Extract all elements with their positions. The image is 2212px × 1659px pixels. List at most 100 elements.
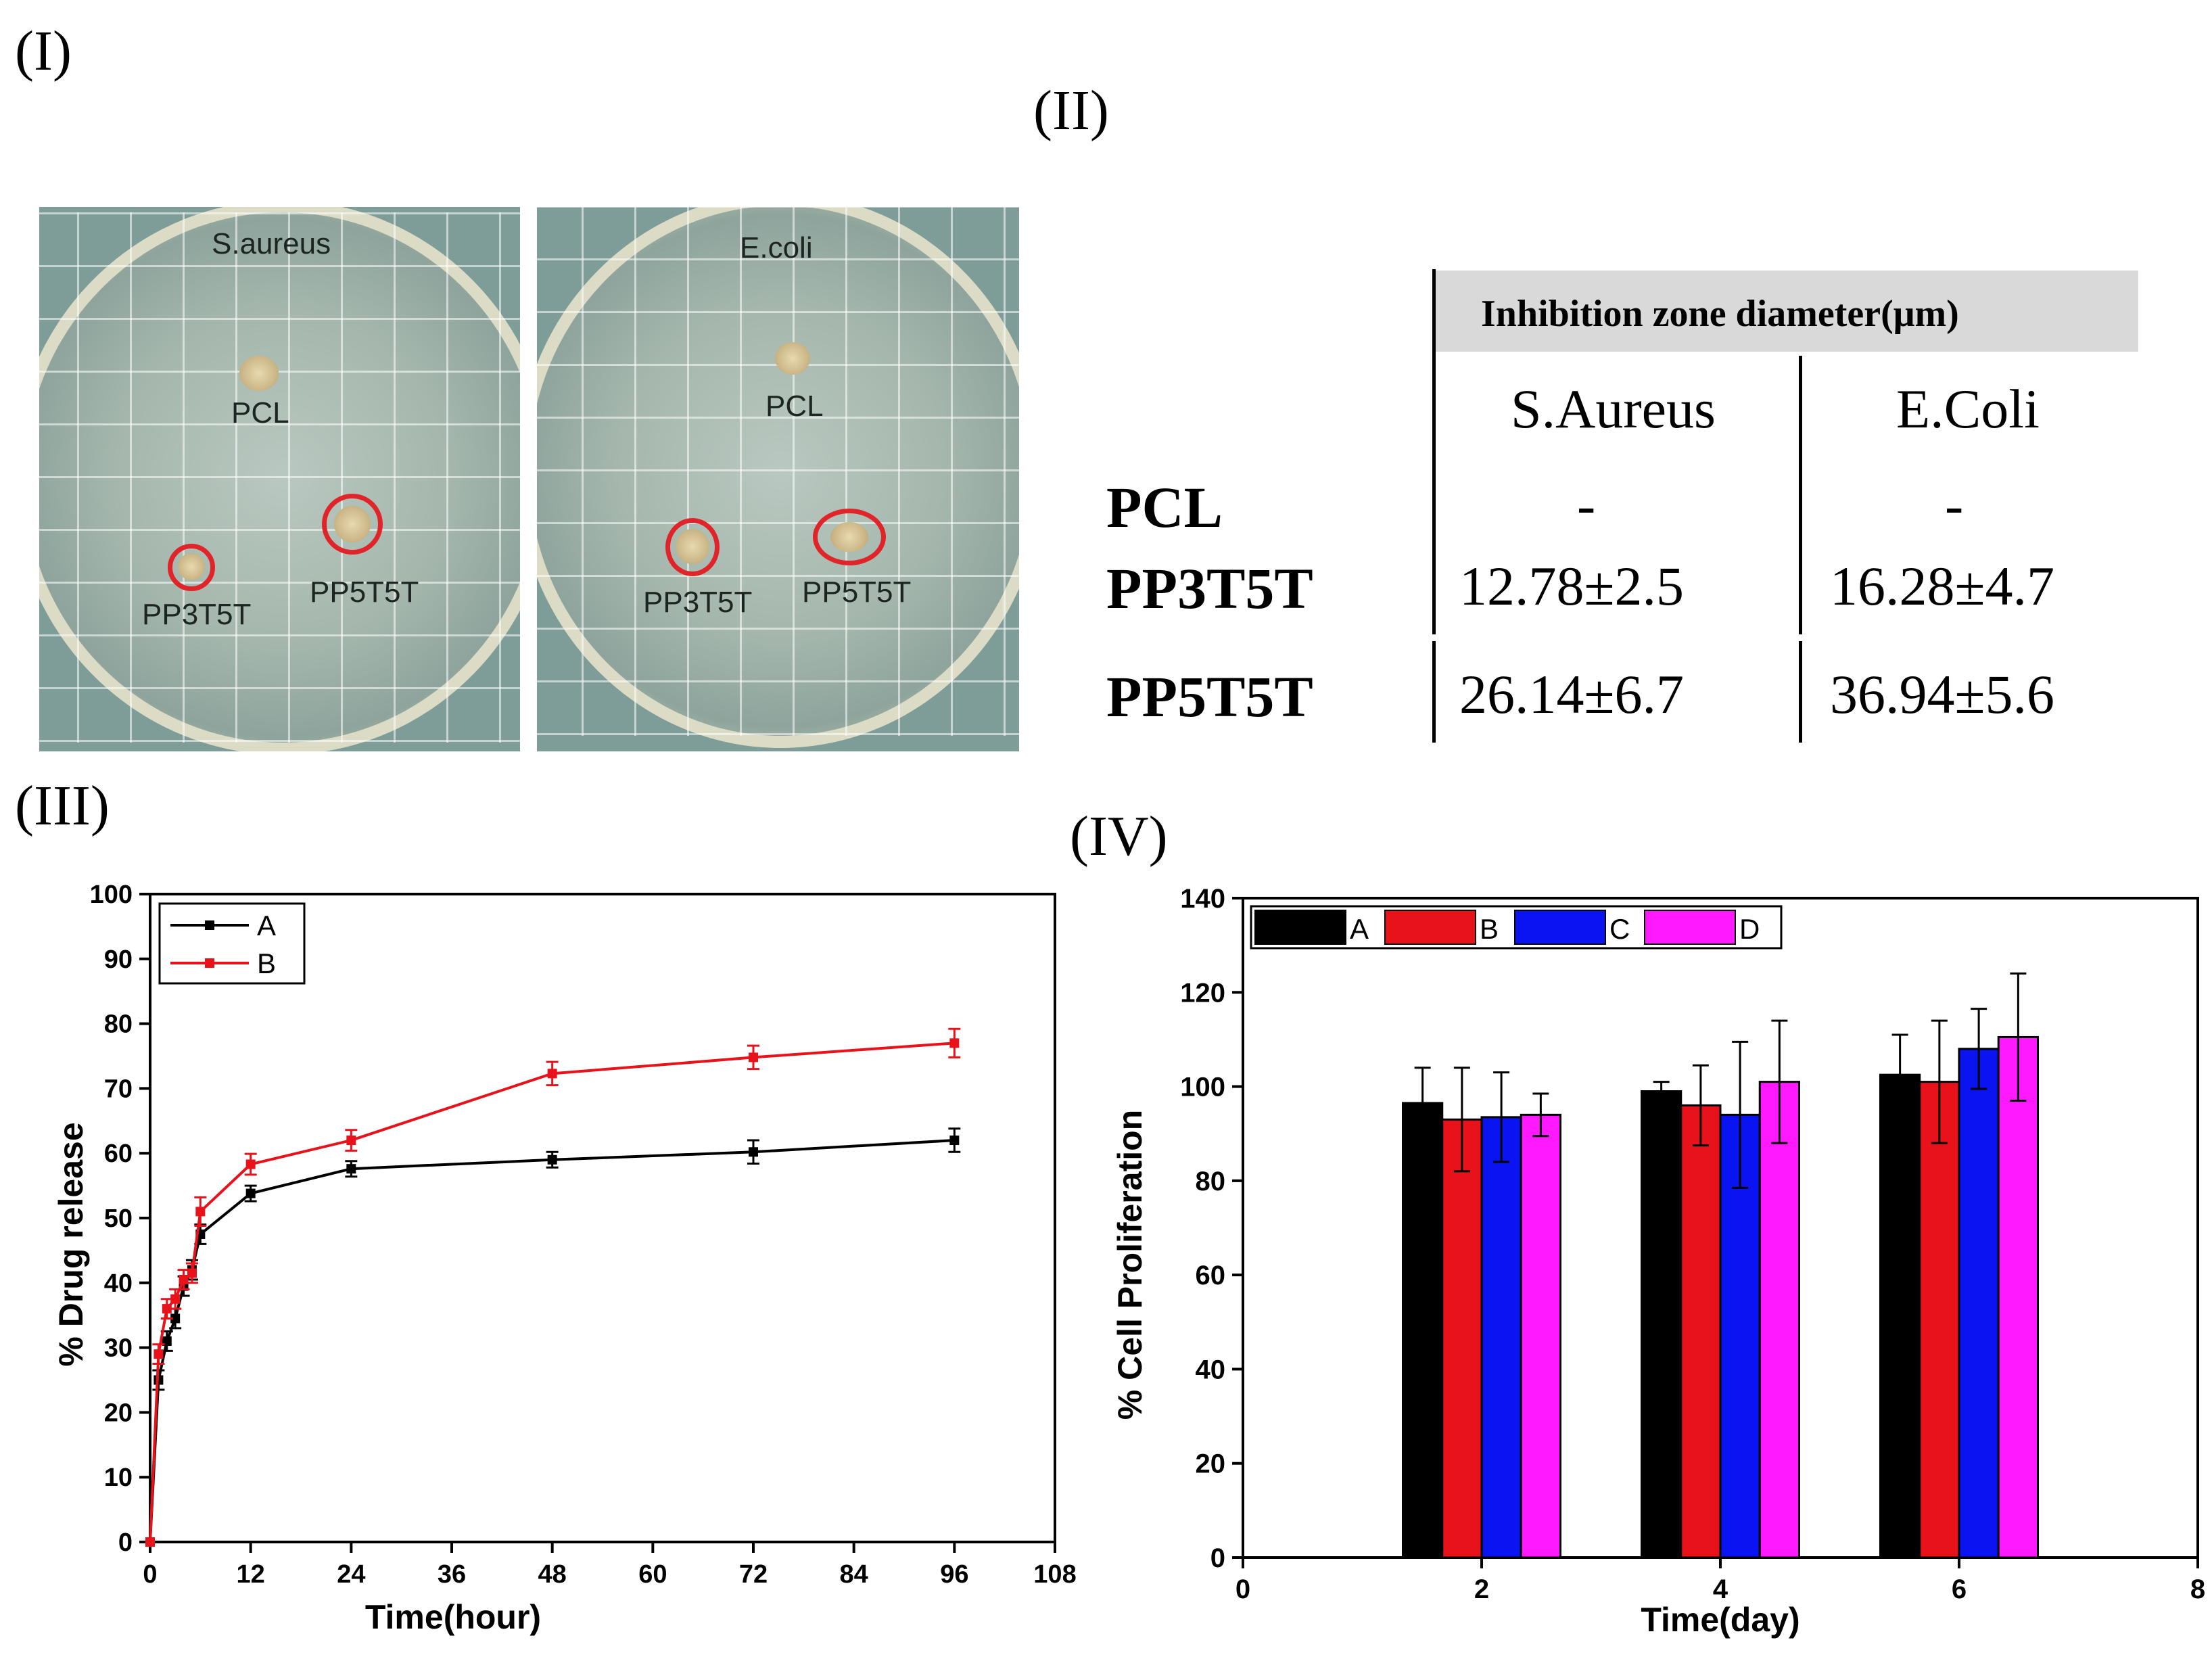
row-label: PP5T5T [1106,664,1313,729]
y-tick-label: 140 [1180,884,1225,914]
table-cell: - [1577,474,1596,536]
y-tick-label: 20 [104,1399,133,1427]
y-tick-label: 40 [1196,1355,1226,1384]
table-divider [1799,641,1802,743]
y-tick-label: 100 [1180,1073,1225,1102]
bar-A [1641,1090,1682,1559]
data-point [154,1349,164,1359]
x-tick-label: 108 [1033,1560,1076,1589]
legend-swatch [1384,910,1476,945]
plot-frame [149,893,1056,1543]
data-point [547,1154,557,1165]
pp3t5t-sample [178,553,205,580]
pcl-sample [239,356,279,391]
bar-B [1680,1104,1722,1559]
y-tick-label: 80 [104,1010,133,1039]
row-label: PP3T5T [1106,556,1313,621]
y-tick-label: 40 [104,1269,133,1298]
pp5t5t-sample [334,506,371,542]
table-header-band [1435,271,2138,352]
bar-D [1997,1035,2039,1559]
inhibition-ring [168,544,215,591]
x-tick-label: 12 [237,1560,265,1589]
bar-D [1520,1113,1561,1559]
legend-marker [205,958,214,968]
data-point [170,1294,181,1304]
petri-dish-photo-e-coli: E.coli PCL PP3T5T PP5T5T [537,207,1019,751]
pp5t5t-sample [830,522,868,552]
dish-grid [537,207,1019,736]
panel-label-3: (III) [15,774,110,837]
legend-swatch [1514,910,1606,945]
y-tick-label: 100 [90,881,133,909]
row-label: PCL [1106,475,1223,540]
table-cell: - [1945,474,1964,536]
pp3t5t-label: PP3T5T [643,586,753,619]
x-tick-label: 48 [538,1560,567,1589]
data-point [346,1164,356,1174]
data-point [547,1069,557,1079]
legend-marker [205,920,214,930]
pcl-sample [775,342,810,375]
y-tick-label: 20 [1196,1449,1226,1479]
y-tick-label: 10 [104,1464,133,1492]
bar-D [1758,1081,1800,1559]
petri-dish [537,207,1019,748]
legend-label: A [1350,913,1369,945]
bar-C [1480,1116,1522,1559]
legend-swatch [1644,910,1736,945]
x-tick-label: 84 [840,1560,868,1589]
legend-box [158,902,306,985]
dish-grid [39,212,520,743]
legend-swatch [1254,910,1346,945]
series-line-A [149,1139,955,1543]
pcl-label: PCL [231,396,289,429]
bar-B [1441,1118,1483,1559]
data-point [749,1052,758,1062]
petri-dish-photo-s-aureus: S.aureus PCL PP3T5T PP5T5T [39,207,520,751]
legend-label: A [257,910,276,941]
table-cell: 16.28±4.7 [1830,555,2055,617]
table-divider [1799,356,1802,634]
series-line-B [149,1042,955,1543]
pp3t5t-sample [676,529,709,564]
table-header: Inhibition zone diameter(μm) [1481,293,1959,335]
x-tick-label: 4 [1713,1574,1728,1604]
data-point [170,1313,181,1324]
x-tick-label: 6 [1952,1574,1967,1604]
pcl-label: PCL [766,390,824,423]
x-tick-label: 96 [940,1560,968,1589]
y-tick-label: 90 [104,945,133,974]
data-point [949,1038,960,1048]
bar-A [1879,1073,1921,1559]
drug-release-chart: 0 12 24 36 48 60 72 84 96 108 0 10 20 30 40 50 60 70 80 90 1… [52,881,1077,1636]
data-point [145,1537,155,1547]
organism-label: S.aureus [212,227,331,260]
data-point [749,1147,758,1157]
table-divider [1432,269,1436,634]
pp5t5t-label: PP5T5T [802,576,912,609]
column-header: E.Coli [1896,378,2040,440]
bar-C [1958,1048,2000,1559]
data-point [949,1136,960,1146]
pp5t5t-label: PP5T5T [310,576,419,609]
legend-label: B [257,948,276,979]
x-axis-label: Time(hour) [365,1598,541,1636]
table-divider [1432,641,1436,743]
y-tick-label: 120 [1180,978,1225,1008]
x-tick-label: 8 [2190,1574,2205,1604]
bar-A [1402,1102,1444,1559]
data-point [162,1304,172,1314]
y-tick-label: 0 [1210,1543,1225,1573]
legend-label: C [1609,913,1630,945]
y-tick-label: 60 [104,1140,133,1168]
panel-label-2: (II) [1033,79,1109,142]
inhibition-ring [665,518,720,576]
x-axis-label: Time(day) [1641,1601,1799,1639]
y-tick-label: 80 [1196,1167,1226,1196]
inhibition-ring [813,509,886,565]
pp3t5t-label: PP3T5T [142,598,252,631]
data-point [245,1188,256,1198]
y-tick-label: 50 [104,1205,133,1233]
y-tick-label: 0 [118,1528,133,1557]
